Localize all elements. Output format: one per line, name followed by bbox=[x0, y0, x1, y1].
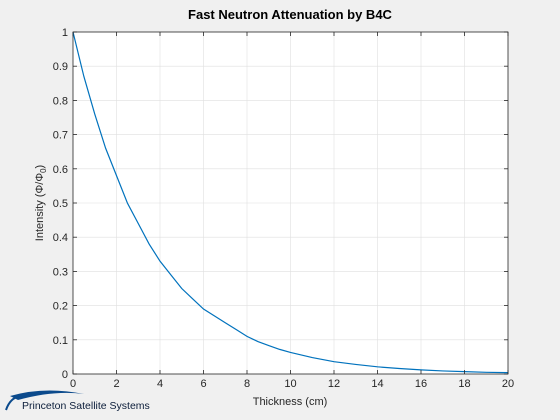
y-axis-label-subscript: 0 bbox=[39, 168, 48, 173]
x-tick-label: 8 bbox=[244, 378, 250, 390]
brand-name: Princeton Satellite Systems bbox=[22, 400, 150, 412]
x-axis-label: Thickness (cm) bbox=[253, 396, 328, 408]
y-tick-label: 0.6 bbox=[53, 164, 68, 176]
series-line bbox=[72, 31, 509, 374]
ticks: 0 2 4 6 8 10 12 14 16 18 20 0 0.1 0.2 0.3 0.4 0.5 0.6 0.7 0… bbox=[53, 27, 514, 390]
x-tick-label: 0 bbox=[70, 378, 76, 390]
x-tick-label: 6 bbox=[200, 378, 206, 390]
x-tick-label: 20 bbox=[502, 378, 514, 390]
y-tick-label: 1 bbox=[62, 27, 68, 39]
y-tick-label: 0.5 bbox=[53, 198, 68, 210]
grid bbox=[73, 32, 508, 374]
x-tick-label: 2 bbox=[113, 378, 119, 390]
y-tick-label: 0 bbox=[62, 369, 68, 381]
y-axis-label-prefix: Intensity (Φ/Φ bbox=[34, 173, 46, 242]
y-axis-label-suffix: ) bbox=[34, 165, 46, 169]
y-tick-label: 0.4 bbox=[53, 232, 68, 244]
orbit-swoosh-icon bbox=[5, 390, 84, 411]
y-tick-label: 0.7 bbox=[53, 130, 68, 142]
x-tick-label: 18 bbox=[458, 378, 470, 390]
x-tick-label: 4 bbox=[157, 378, 163, 390]
brand-logo: Princeton Satellite Systems bbox=[4, 388, 164, 418]
y-axis-label: Intensity (Φ/Φ0) bbox=[34, 165, 48, 241]
x-tick-label: 12 bbox=[328, 378, 340, 390]
x-tick-label: 14 bbox=[371, 378, 383, 390]
y-tick-label: 0.2 bbox=[53, 301, 68, 313]
y-tick-label: 0.9 bbox=[53, 61, 68, 73]
y-tick-label: 0.3 bbox=[53, 266, 68, 278]
chart-title: Fast Neutron Attenuation by B4C bbox=[188, 7, 393, 22]
y-tick-label: 0.8 bbox=[53, 95, 68, 107]
x-tick-label: 10 bbox=[284, 378, 296, 390]
x-tick-label: 16 bbox=[415, 378, 427, 390]
y-tick-label: 0.1 bbox=[53, 335, 68, 347]
